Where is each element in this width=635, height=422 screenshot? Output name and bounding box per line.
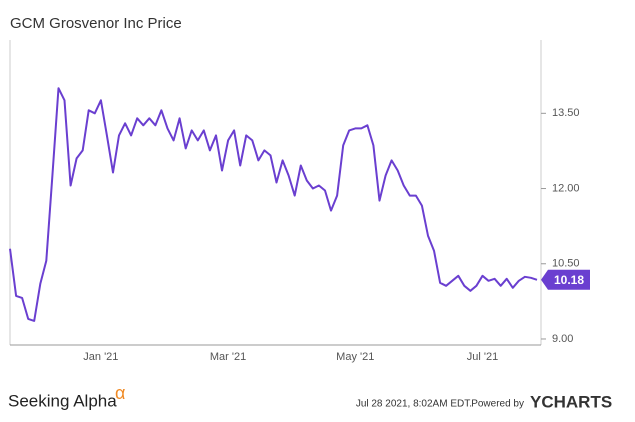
x-tick-label: May '21 — [336, 351, 374, 363]
chart-title: GCM Grosvenor Inc Price — [10, 15, 182, 32]
y-tick-label: 13.50 — [552, 107, 580, 119]
y-tick-label: 10.50 — [552, 258, 580, 270]
y-tick-label: 9.00 — [552, 333, 573, 345]
y-tick-label: 12.00 — [552, 182, 580, 194]
brand: Seeking Alpha — [8, 391, 117, 410]
last-value-label: 10.18 — [554, 273, 584, 287]
brand-mark: α — [115, 383, 125, 403]
timestamp: Jul 28 2021, 8:02AM EDT. — [356, 399, 472, 410]
x-tick-label: Jan '21 — [83, 351, 118, 363]
x-tick-label: Jul '21 — [467, 351, 498, 363]
powered-by: Powered by — [471, 399, 524, 410]
last-value-badge — [541, 269, 590, 290]
provider: YCHARTS — [530, 392, 612, 411]
price-line — [9, 87, 538, 322]
x-tick-label: Mar '21 — [210, 351, 246, 363]
